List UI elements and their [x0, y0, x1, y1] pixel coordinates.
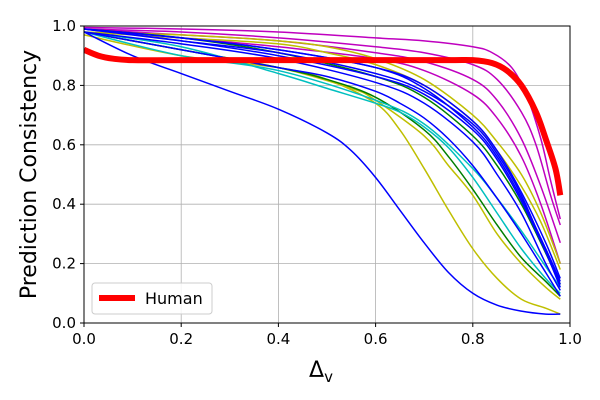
y-tick-label-5: 1.0: [52, 17, 76, 35]
y-tick-label-2: 0.4: [52, 195, 76, 213]
series-group: [84, 26, 564, 316]
y-tick-label-4: 0.8: [52, 76, 76, 94]
legend-box: [91, 282, 213, 315]
x-tick-label-3: 0.6: [364, 330, 388, 348]
plot-frame: [83, 25, 571, 324]
x-tick-label-4: 0.8: [461, 330, 485, 348]
y-tick-label-0: 0.0: [52, 314, 76, 332]
series-line-human: [84, 46, 564, 196]
x-tick-label-0: 0.0: [72, 330, 96, 348]
series-line-b5: [84, 31, 561, 291]
legend-label-human: Human: [145, 289, 203, 308]
series-line-b7: [84, 31, 561, 297]
series-line-b3: [84, 28, 561, 279]
axis-ticks: 0.0 0.2 0.4 0.6 0.8 1.0 0.0 0.2 0.4 0.6 0.8 1.0: [52, 17, 582, 348]
x-axis-label: Δv: [309, 358, 333, 386]
y-tick-label-3: 0.6: [52, 136, 76, 154]
legend: Human: [91, 282, 213, 315]
series-line-g2: [84, 28, 561, 285]
series-line-y1: [84, 31, 561, 264]
series-line-b1: [84, 31, 561, 316]
series-line-c2: [84, 31, 561, 288]
x-tick-label-2: 0.4: [266, 330, 290, 348]
series-line-m1: [84, 26, 562, 220]
x-tick-label-1: 0.2: [169, 330, 193, 348]
y-axis-label: Prediction Consistency: [17, 50, 42, 299]
series-line-b6: [84, 28, 561, 288]
x-axis-label-main: Δ: [309, 358, 324, 383]
x-tick-label-5: 1.0: [558, 330, 582, 348]
x-axis-label-subscript: v: [324, 368, 333, 386]
series-line-y3: [84, 34, 561, 315]
series-line-b4: [84, 28, 561, 285]
y-tick-label-1: 0.2: [52, 255, 76, 273]
